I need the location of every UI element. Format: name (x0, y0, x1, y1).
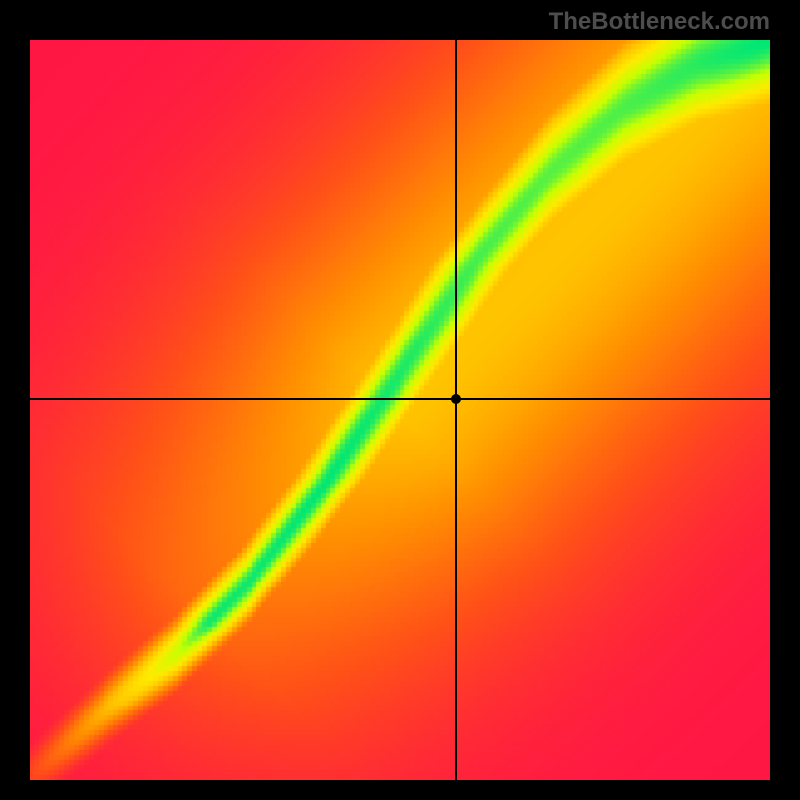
plot-area (30, 40, 770, 780)
watermark-text: TheBottleneck.com (549, 8, 770, 36)
chart-container: TheBottleneck.com (0, 0, 800, 800)
crosshair-marker (451, 394, 461, 404)
crosshair-horizontal (30, 398, 770, 400)
heatmap-canvas (30, 40, 770, 780)
crosshair-vertical (455, 40, 457, 780)
